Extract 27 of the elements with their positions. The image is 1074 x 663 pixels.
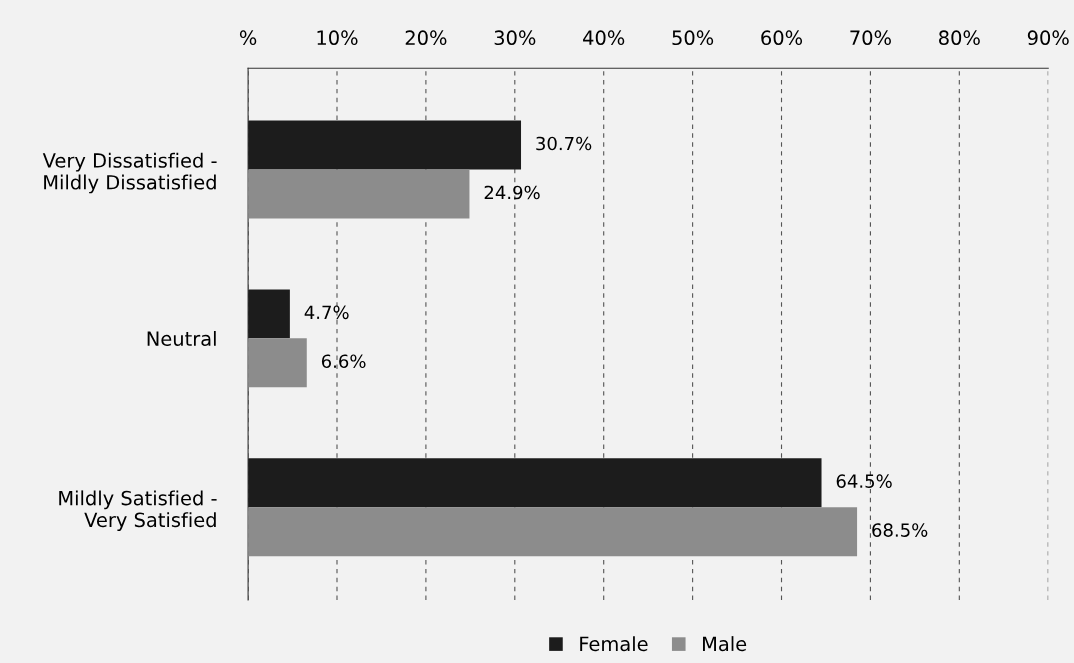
y-tick-label: Mildly Satisfied - Very Satisfied bbox=[59, 490, 217, 531]
x-tick-label: 40% bbox=[583, 30, 625, 46]
x-tick-label: 50% bbox=[672, 30, 714, 46]
x-tick-label: 20% bbox=[405, 30, 447, 46]
bar bbox=[248, 169, 470, 219]
data-label: 64.5% bbox=[836, 474, 892, 488]
x-tick-label: 80% bbox=[939, 30, 980, 46]
bar bbox=[248, 289, 290, 339]
bar bbox=[248, 507, 858, 557]
y-tick-label: Very Dissatisfied - Mildly Dissatisfied bbox=[42, 152, 217, 194]
data-label: 30.7% bbox=[536, 136, 592, 151]
bar bbox=[248, 458, 822, 508]
data-label: 6.6% bbox=[321, 354, 366, 369]
legend-label: Male bbox=[703, 636, 747, 652]
x-tick-label: 60% bbox=[761, 30, 803, 46]
x-tick-label: 30% bbox=[494, 30, 536, 46]
x-tick-label: % bbox=[239, 30, 257, 46]
data-label: 4.7% bbox=[304, 305, 349, 320]
x-tick-label: 90% bbox=[1027, 30, 1069, 46]
x-tick-label: 10% bbox=[317, 30, 358, 46]
bar bbox=[248, 120, 522, 170]
y-tick-label: Neutral bbox=[147, 330, 216, 347]
data-label: 24.9% bbox=[484, 185, 540, 200]
data-label: 68.5% bbox=[872, 523, 928, 537]
legend-label: Female bbox=[580, 636, 648, 652]
x-tick-label: 70% bbox=[850, 30, 891, 46]
bar bbox=[248, 338, 307, 388]
